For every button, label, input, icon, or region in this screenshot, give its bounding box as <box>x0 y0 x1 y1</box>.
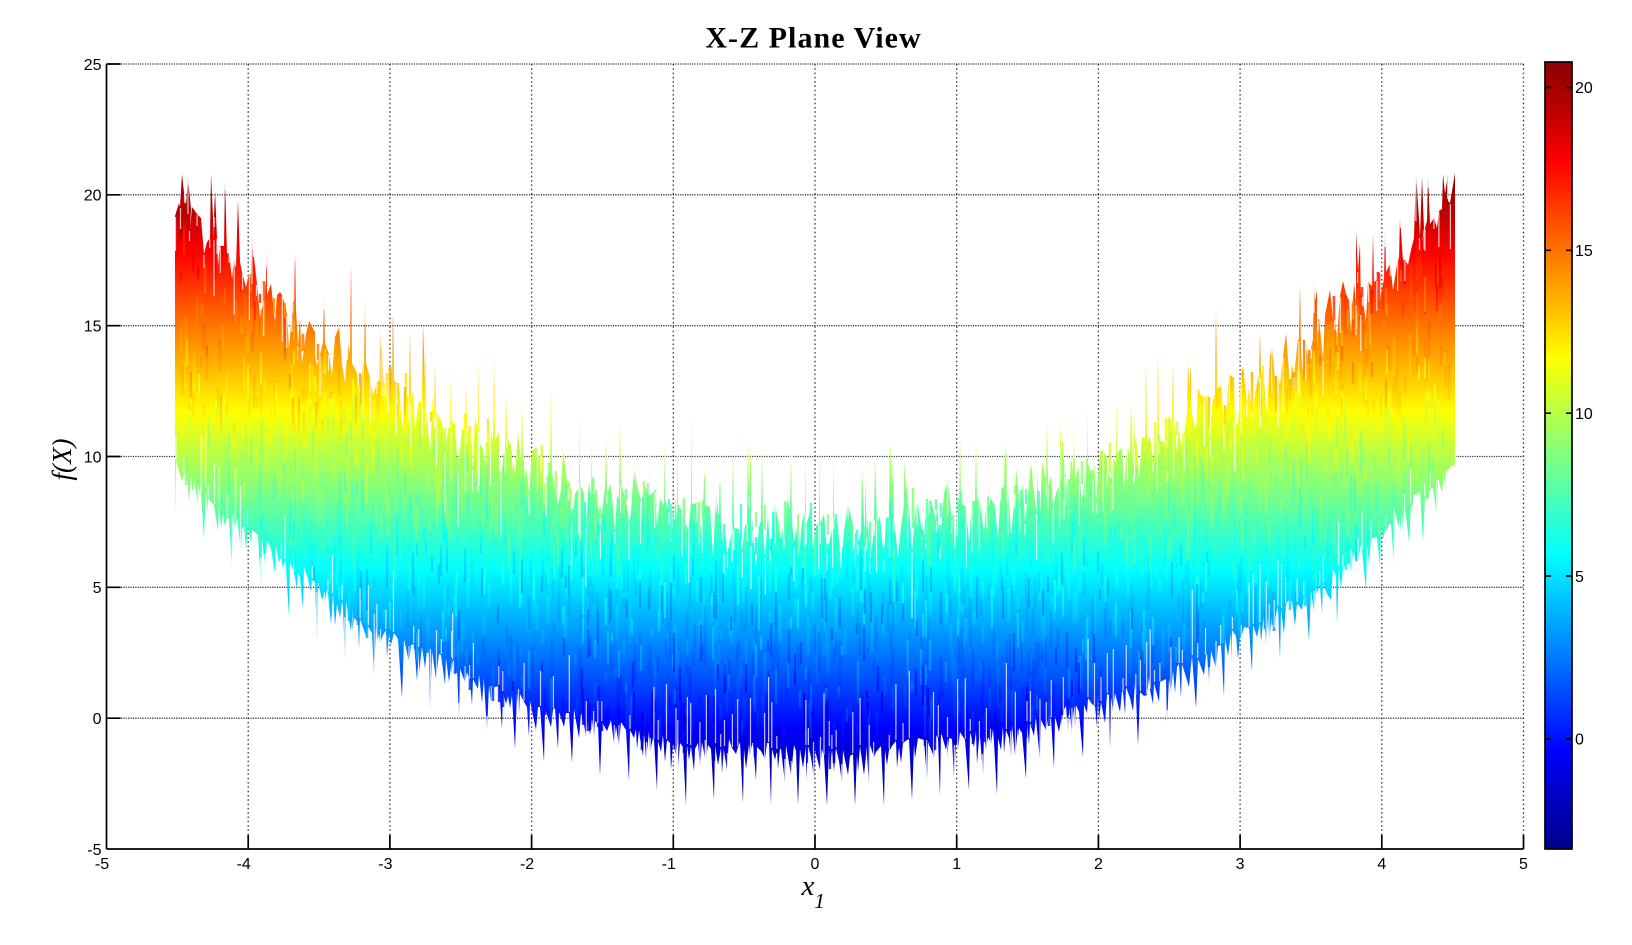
svg-text:0: 0 <box>1575 732 1584 749</box>
svg-text:X-Z Plane View: X-Z Plane View <box>705 22 921 55</box>
svg-text:5: 5 <box>1575 569 1584 586</box>
svg-text:-3: -3 <box>378 856 392 873</box>
svg-text:5: 5 <box>1519 856 1528 873</box>
svg-text:1: 1 <box>952 856 961 873</box>
svg-text:20: 20 <box>84 188 102 205</box>
svg-text:10: 10 <box>1575 406 1593 423</box>
svg-text:-5: -5 <box>87 842 101 859</box>
svg-text:f(X): f(X) <box>47 439 77 481</box>
svg-text:4: 4 <box>1377 856 1386 873</box>
svg-text:-4: -4 <box>237 856 251 873</box>
svg-text:20: 20 <box>1575 80 1593 97</box>
svg-text:15: 15 <box>1575 243 1593 260</box>
svg-text:0: 0 <box>811 856 820 873</box>
svg-text:-5: -5 <box>95 856 109 873</box>
svg-text:2: 2 <box>1094 856 1103 873</box>
svg-text:25: 25 <box>84 57 102 74</box>
svg-text:-1: -1 <box>662 856 676 873</box>
svg-text:3: 3 <box>1236 856 1245 873</box>
svg-text:-2: -2 <box>520 856 534 873</box>
svg-text:15: 15 <box>84 319 102 336</box>
svg-text:0: 0 <box>93 711 102 728</box>
svg-text:5: 5 <box>93 580 102 597</box>
svg-text:10: 10 <box>84 449 102 466</box>
